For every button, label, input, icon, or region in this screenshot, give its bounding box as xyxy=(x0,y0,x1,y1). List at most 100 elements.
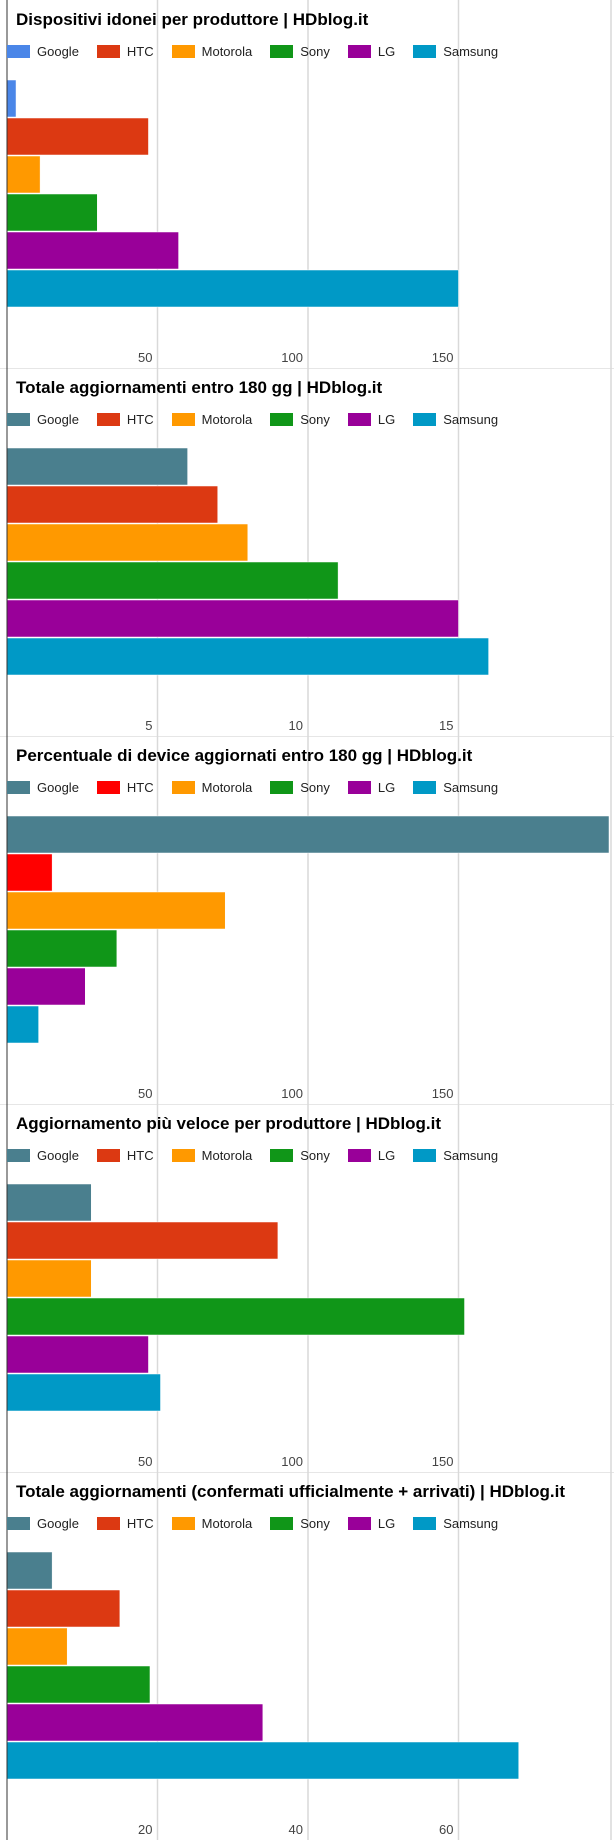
legend-label: Motorola xyxy=(201,412,253,427)
legend-swatch xyxy=(347,1517,371,1530)
legend-swatch xyxy=(413,413,437,426)
bar-lg xyxy=(6,1703,264,1742)
legend-swatch xyxy=(96,1149,120,1162)
bar-lg xyxy=(6,231,179,270)
legend-item[interactable]: Motorola xyxy=(171,1516,252,1531)
legend-swatch xyxy=(171,1149,195,1162)
legend-item[interactable]: HTC xyxy=(96,1148,154,1163)
legend-swatch xyxy=(270,45,294,58)
bar-motorola xyxy=(6,1259,92,1298)
legend-label: Google xyxy=(37,1148,79,1163)
bar-htc xyxy=(6,1221,279,1260)
legend-item[interactable]: Google xyxy=(7,1148,79,1163)
legend-item[interactable]: Motorola xyxy=(171,412,253,427)
legend-swatch xyxy=(96,1517,120,1530)
legend-item[interactable]: Samsung xyxy=(413,1148,498,1163)
legend-swatch xyxy=(347,1149,371,1162)
chart-legend: Google HTC Motorola Sony LG Samsung xyxy=(7,780,516,795)
legend-item[interactable]: LG xyxy=(347,44,395,59)
legend-label: Motorola xyxy=(201,1148,253,1163)
legend-swatch xyxy=(270,1149,294,1162)
legend-item[interactable]: LG xyxy=(347,1516,396,1531)
tick-label: 100 xyxy=(281,1454,303,1469)
tick-label: 100 xyxy=(281,1086,303,1101)
legend-label: Samsung xyxy=(443,1148,499,1163)
legend-label: Google xyxy=(37,412,79,427)
legend-item[interactable]: LG xyxy=(347,412,396,427)
legend-swatch xyxy=(347,413,371,426)
tick-label: 15 xyxy=(439,718,453,733)
chart-legend: Google HTC Motorola Sony LG Samsung xyxy=(7,412,516,427)
legend-item[interactable]: Sony xyxy=(270,44,330,59)
legend-swatch xyxy=(413,781,437,794)
legend-label: Google xyxy=(37,1516,79,1531)
bar-motorola xyxy=(6,523,249,562)
chart-plot: 20 40 60 xyxy=(0,1472,614,1840)
bar-htc xyxy=(6,853,53,892)
legend-label: LG xyxy=(377,1516,396,1531)
chart-title: Dispositivi idonei per produttore | HDbl… xyxy=(16,10,369,29)
tick-label: 50 xyxy=(138,1454,152,1469)
legend-item[interactable]: Sony xyxy=(270,1516,330,1531)
tick-label: 60 xyxy=(439,1822,453,1837)
legend-item[interactable]: Motorola xyxy=(171,44,252,59)
legend-label: HTC xyxy=(126,780,154,795)
legend-label: HTC xyxy=(126,1516,154,1531)
legend-label: Samsung xyxy=(443,1516,499,1531)
legend-swatch xyxy=(270,1517,294,1530)
bar-chart: 50 100 150 Percentuale di device aggiornati… xyxy=(0,736,614,1104)
legend-swatch xyxy=(7,1149,30,1162)
legend-label: Samsung xyxy=(443,412,499,427)
bar-sony xyxy=(6,193,98,232)
legend-swatch xyxy=(171,413,195,426)
chart-legend: Google HTC Motorola Sony LG Samsung xyxy=(7,1148,516,1163)
legend-swatch xyxy=(7,413,30,426)
legend-swatch xyxy=(96,413,120,426)
bar-google xyxy=(6,815,610,854)
legend-item[interactable]: Sony xyxy=(270,412,330,427)
legend-item[interactable]: Samsung xyxy=(413,44,498,59)
bar-google xyxy=(6,447,188,486)
legend-item[interactable]: HTC xyxy=(96,412,154,427)
legend-item[interactable]: Motorola xyxy=(171,780,252,795)
legend-swatch xyxy=(347,45,371,58)
bar-htc xyxy=(6,485,218,524)
legend-swatch xyxy=(270,413,294,426)
legend-label: Sony xyxy=(300,44,330,59)
legend-label: Samsung xyxy=(443,780,499,795)
legend-item[interactable]: Google xyxy=(7,1516,79,1531)
chart-plot: 50 100 150 xyxy=(6,0,612,368)
tick-label: 150 xyxy=(432,1086,454,1101)
bar-google xyxy=(6,79,17,118)
bar-google xyxy=(6,1551,53,1590)
chart-title: Aggiornamento più veloce per produttore … xyxy=(16,1114,442,1133)
legend-item[interactable]: LG xyxy=(347,780,395,795)
legend-label: Sony xyxy=(300,780,330,795)
legend-item[interactable]: LG xyxy=(347,1148,395,1163)
legend-item[interactable]: Samsung xyxy=(413,1516,498,1531)
bar-lg xyxy=(6,967,86,1006)
legend-item[interactable]: Samsung xyxy=(413,780,498,795)
legend-item[interactable]: HTC xyxy=(96,1516,154,1531)
legend-item[interactable]: Google xyxy=(7,780,79,795)
bar-sony xyxy=(6,561,339,600)
bar-chart: 50 100 150 Aggiornamento più veloce per pro… xyxy=(0,1104,614,1472)
legend-label: Sony xyxy=(300,1148,330,1163)
legend-item[interactable]: Sony xyxy=(270,780,330,795)
chart-title: Totale aggiornamenti entro 180 gg | HDbl… xyxy=(16,378,383,397)
legend-item[interactable]: Samsung xyxy=(413,412,498,427)
legend-item[interactable]: Motorola xyxy=(171,1148,253,1163)
legend-label: LG xyxy=(377,412,396,427)
legend-swatch xyxy=(347,781,371,794)
legend-item[interactable]: HTC xyxy=(96,780,154,795)
legend-item[interactable]: Sony xyxy=(270,1148,330,1163)
tick-label: 20 xyxy=(138,1822,152,1837)
bar-samsung xyxy=(6,1373,161,1412)
tick-label: 50 xyxy=(138,1086,152,1101)
bar-chart: 50 100 150 Dispositivi idonei per produttor… xyxy=(0,0,614,368)
legend-item[interactable]: Google xyxy=(7,412,79,427)
legend-swatch xyxy=(413,45,437,58)
legend-item[interactable]: Google xyxy=(7,44,79,59)
bar-chart: 20 40 60 Totale aggiornamenti (confermati u… xyxy=(0,1472,614,1840)
legend-item[interactable]: HTC xyxy=(96,44,154,59)
